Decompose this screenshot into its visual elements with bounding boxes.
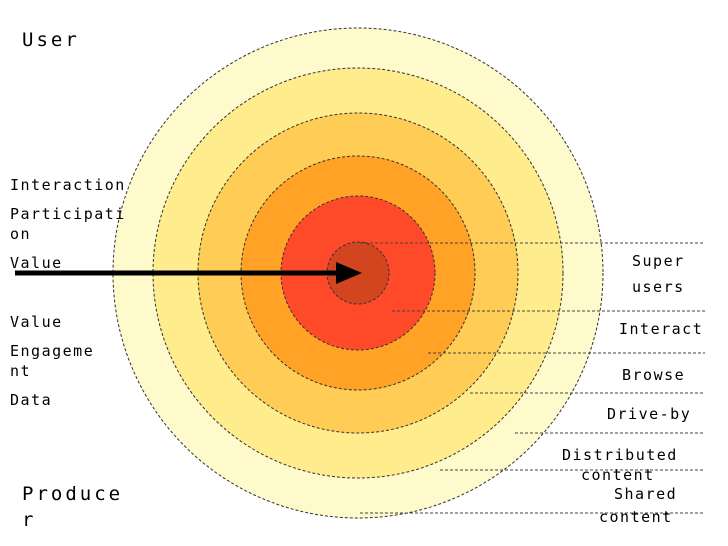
engagement-label-line2: nt — [10, 362, 32, 380]
leader-lines — [360, 242, 705, 514]
shared-content-label-line2: content — [599, 508, 673, 526]
participation-label-line2: on — [10, 225, 32, 243]
interact-label: Interact — [619, 320, 704, 338]
value-label: Value — [10, 313, 63, 331]
interaction-label: Interaction — [10, 176, 126, 194]
producer-label-line1: Produce — [22, 483, 124, 505]
drive-by-label: Drive-by — [607, 405, 692, 423]
arrow-head — [336, 262, 362, 284]
participation-label-line1: Participati — [10, 205, 126, 223]
producer-label-line2: r — [22, 509, 37, 531]
distributed-content-label-line1: Distributed — [562, 446, 678, 464]
distributed-content-label-line2: content — [581, 466, 655, 484]
data-label: Data — [10, 391, 53, 409]
value-arrow-label: Value — [10, 254, 63, 272]
super-users-label-line1: Super — [632, 252, 685, 270]
browse-label: Browse — [622, 366, 686, 384]
super-users-label-line2: users — [632, 278, 685, 296]
shared-content-label-line1: Shared — [614, 485, 678, 503]
user-label: User — [22, 29, 80, 51]
engagement-label-line1: Engageme — [10, 342, 95, 360]
